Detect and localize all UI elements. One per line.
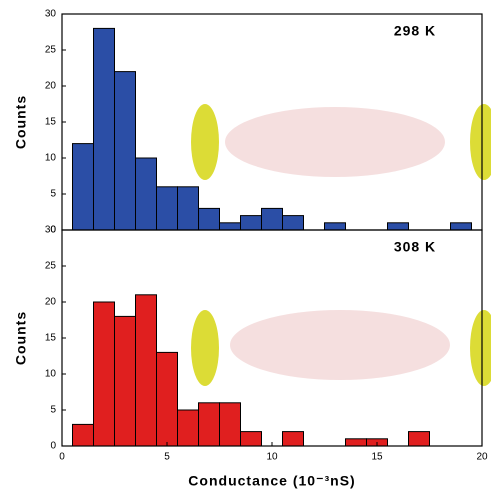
bar <box>220 223 241 230</box>
bar <box>283 216 304 230</box>
y-tick-label: 10 <box>45 369 57 380</box>
y-tick-label: 0 <box>50 441 56 452</box>
bar <box>136 158 157 230</box>
bar <box>199 208 220 230</box>
bar <box>73 424 94 446</box>
y-axis-label: Counts <box>13 95 29 149</box>
x-tick-label: 20 <box>476 452 488 463</box>
bar <box>178 410 199 446</box>
bar <box>136 295 157 446</box>
x-tick-label: 10 <box>266 452 278 463</box>
bar <box>346 439 367 446</box>
y-tick-label: 20 <box>45 297 57 308</box>
annotation: 308 K <box>394 239 436 255</box>
bar <box>283 432 304 446</box>
bar <box>94 28 115 230</box>
x-tick-label: 0 <box>59 452 65 463</box>
y-tick-label: 15 <box>45 333 57 344</box>
bar <box>115 72 136 230</box>
bar <box>115 316 136 446</box>
x-tick-label: 15 <box>371 452 383 463</box>
y-tick-label: 30 <box>45 9 57 20</box>
bar <box>94 302 115 446</box>
bar <box>241 432 262 446</box>
decoration <box>191 104 491 386</box>
bar <box>220 403 241 446</box>
annotation: 298 K <box>394 23 436 39</box>
bar <box>73 144 94 230</box>
bar <box>325 223 346 230</box>
bar <box>451 223 472 230</box>
y-tick-label: 5 <box>50 189 56 200</box>
x-axis-label: Conductance (10⁻³nS) <box>188 473 355 489</box>
bar <box>241 216 262 230</box>
y-axis-label: Counts <box>13 311 29 365</box>
x-tick-label: 5 <box>164 452 170 463</box>
bar <box>157 187 178 230</box>
y-tick-label: 30 <box>45 225 57 236</box>
bar <box>388 223 409 230</box>
bar <box>199 403 220 446</box>
y-tick-label: 15 <box>45 117 57 128</box>
y-tick-label: 5 <box>50 405 56 416</box>
y-tick-label: 25 <box>45 45 57 56</box>
bar <box>262 208 283 230</box>
y-tick-label: 25 <box>45 261 57 272</box>
y-tick-label: 10 <box>45 153 57 164</box>
chart: 051015202530298 KCounts05101520253005101… <box>0 0 491 495</box>
bar <box>157 352 178 446</box>
bar <box>409 432 430 446</box>
bar <box>178 187 199 230</box>
y-tick-label: 20 <box>45 81 57 92</box>
